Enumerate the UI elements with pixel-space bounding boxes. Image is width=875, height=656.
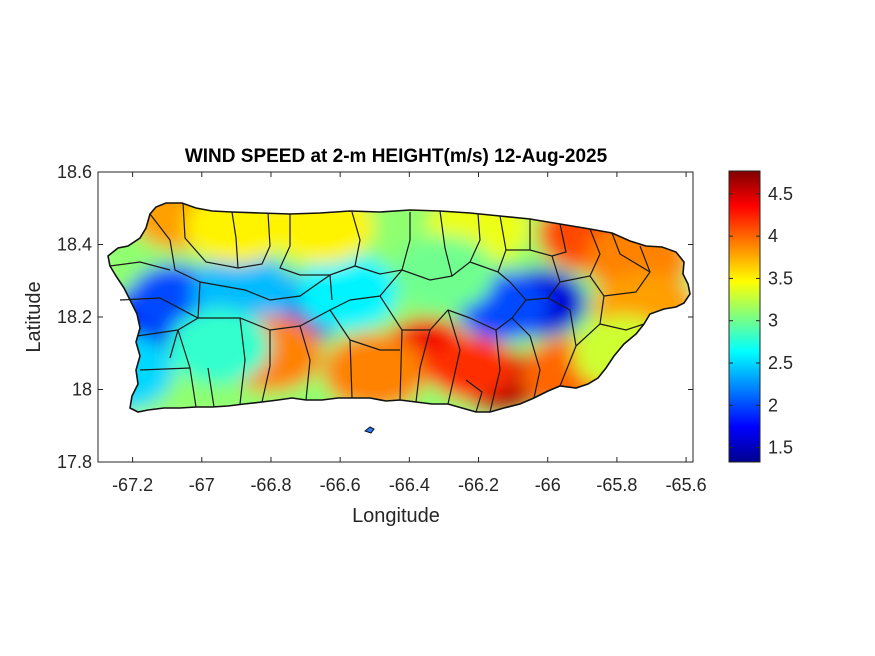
chart-title: WIND SPEED at 2-m HEIGHT(m/s) 12-Aug-202… [185,146,608,167]
x-tick-label: -67 [189,475,215,495]
municipal-boundary-34 [611,232,651,273]
y-tick-label: 18 [72,380,92,400]
municipal-boundary-33 [599,323,645,331]
municipal-boundary-12 [299,325,311,401]
wind-field-cell-22 [392,235,496,312]
x-tick-label: -66.4 [389,475,430,495]
y-tick-label: 18.6 [57,162,92,182]
municipal-boundary-30 [559,228,601,283]
x-tick-label: -66.6 [320,475,361,495]
municipal-boundary-38 [329,274,333,301]
colorbar-tick-label: 2 [768,395,778,415]
municipal-boundary-10 [136,329,179,337]
municipal-boundary-17 [402,309,471,331]
x-tick-label: -66.8 [250,475,291,495]
colorbar-tick-label: 3 [768,311,778,331]
municipal-boundary-6 [199,274,331,301]
municipal-boundary-26 [506,249,561,301]
municipal-boundary-22 [469,215,507,273]
municipal-boundary-2 [231,211,239,269]
municipal-boundaries [109,202,651,413]
colorbar-tick-label: 2.5 [768,353,793,373]
municipal-boundary-36 [349,339,400,351]
municipal-boundary-5 [119,297,351,331]
x-tick-label: -66 [535,475,561,495]
municipal-boundary-28 [551,223,567,257]
x-axis-ticks: -67.2 -67 -66.8 -66.6 -66.4 -66.2 -66 -65.8 -65.… [112,172,707,495]
y-tick-label: 17.8 [57,452,92,472]
municipal-boundary-20 [447,309,461,405]
colorbar-tick-label: 4.5 [768,184,793,204]
x-tick-label: -65.6 [666,475,707,495]
municipal-boundary-4 [109,261,171,271]
colorbar-tick-label: 4 [768,226,778,246]
x-axis-label: Longitude [352,505,440,527]
municipal-boundary-25 [511,317,541,399]
island-coastline [107,202,691,413]
municipal-boundary-21 [415,329,431,403]
municipal-boundary-7 [239,317,246,405]
municipal-boundary-29 [547,297,577,387]
municipal-boundary-3 [279,211,361,276]
y-tick-label: 18.4 [57,235,92,255]
municipal-boundary-24 [489,329,501,413]
municipal-boundary-35 [465,379,483,413]
municipal-boundary-31 [575,275,605,347]
municipal-boundary-18 [401,213,481,281]
colorbar-ticks: 1.5 2 2.5 3 3.5 4 4.5 [729,184,793,458]
wind-field-cell-6 [295,253,399,330]
colorbar-tick-label: 3.5 [768,268,793,288]
y-axis-ticks: 17.8 18 18.2 18.4 18.6 [57,162,693,472]
municipal-boundary-23 [469,271,527,331]
islet-caja-de-muerto [363,426,375,434]
x-tick-label: -66.2 [458,475,499,495]
x-tick-label: -67.2 [112,475,153,495]
y-axis-label: Latitude [23,281,45,352]
municipal-boundary-11 [139,367,191,371]
y-tick-label: 18.2 [57,307,92,327]
municipal-boundary-8 [261,330,271,403]
municipal-boundary-19 [439,210,453,277]
x-tick-label: -65.8 [596,475,637,495]
municipal-boundary-32 [603,245,651,297]
colorbar [728,170,761,463]
colorbar-tick-label: 1.5 [768,438,793,458]
wind-field-cell-9 [428,335,515,400]
municipal-boundary-37 [207,367,215,408]
